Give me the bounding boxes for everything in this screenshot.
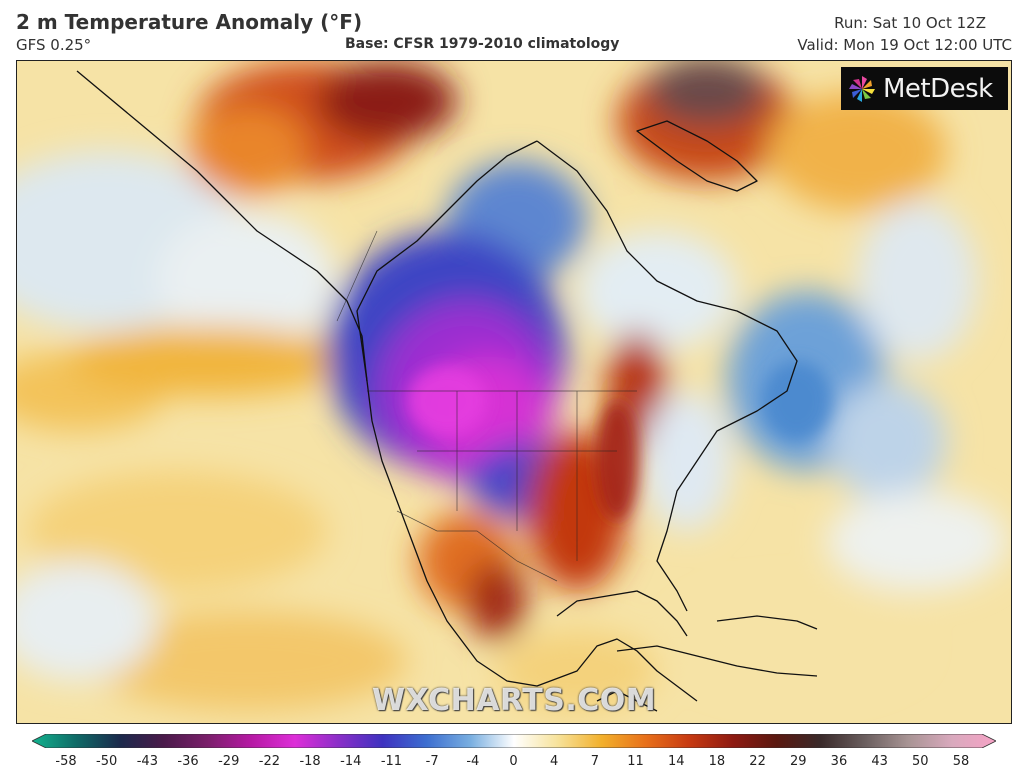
metdesk-pinwheel-icon [849,75,875,102]
legend-tick-label: 0 [509,754,518,769]
base-climatology-label: Base: CFSR 1979-2010 climatology [345,36,620,52]
metdesk-logo: MetDesk [841,67,1008,110]
chart-title: 2 m Temperature Anomaly (°F) [16,10,363,34]
legend-tick-label: 22 [749,754,766,769]
legend-tick-label: -50 [96,754,118,769]
legend-tick-label: -43 [136,754,158,769]
legend-tick-label: 11 [627,754,644,769]
anomaly-map-canvas [17,61,1011,723]
legend-tick-label: 4 [550,754,559,769]
model-label: GFS 0.25° [16,36,92,54]
legend-tick-label: -36 [177,754,199,769]
anomaly-map[interactable] [16,60,1012,724]
run-time-label: Run: Sat 10 Oct 12Z [834,14,986,32]
legend-tick-label: -7 [425,754,439,769]
legend-tick-label: -14 [340,754,362,769]
legend-tick-label: -11 [380,754,403,769]
legend-tick-label: 14 [667,754,685,769]
legend-tick-label: 29 [789,754,807,769]
legend-tick-label: 50 [912,754,929,769]
legend-tick-label: 36 [830,754,848,769]
legend-tick-label: -4 [466,754,480,769]
legend-tick-label: 18 [708,754,726,769]
legend-tick-label: -29 [218,754,240,769]
legend-tick-label: -18 [299,754,321,769]
legend-tick-label: 43 [871,754,888,769]
color-scale-legend: -58 -50 -43 -36 -29 -22 -18 -14 -11 -7 -4 0 4 7 11 14 18… [32,734,996,776]
legend-tick-label: 58 [952,754,970,769]
legend-tick-label: -22 [258,754,281,769]
legend-tick-label: -58 [55,754,77,769]
valid-time-label: Valid: Mon 19 Oct 12:00 UTC [797,36,1012,54]
metdesk-logo-text: MetDesk [883,73,993,104]
wxcharts-watermark: WXCHARTS.COM [372,683,657,718]
color-scale-bar [32,734,996,748]
legend-tick-label: 7 [590,754,599,769]
